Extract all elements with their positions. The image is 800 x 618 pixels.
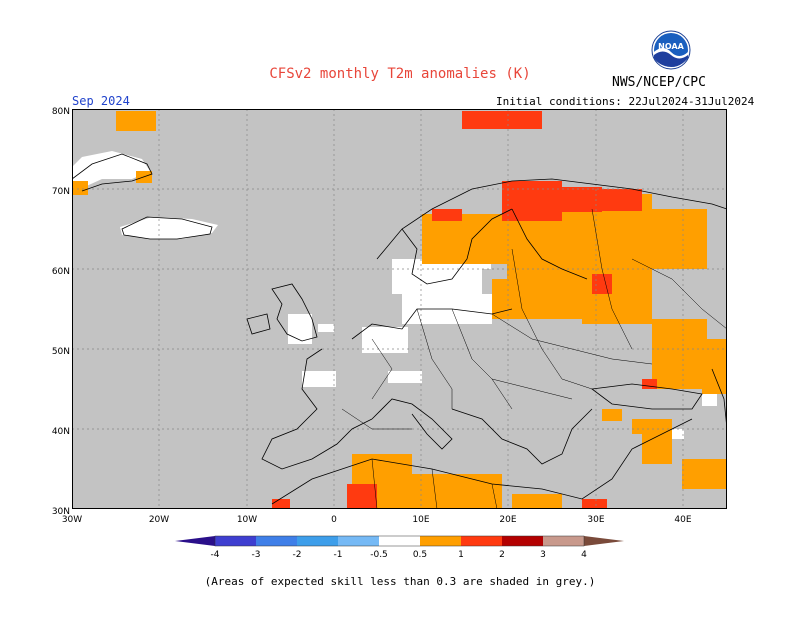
map-frame: [72, 109, 727, 509]
colorbar-swatch: [256, 536, 297, 546]
colorbar-swatch: [461, 536, 502, 546]
sinai-patch: [582, 499, 607, 509]
colorbar-label: -3: [252, 550, 261, 560]
lapland-patch: [502, 181, 562, 221]
lat-label-30n: 30N: [52, 507, 70, 517]
svalbard-patch: [462, 111, 542, 129]
libya-patch: [412, 474, 502, 509]
lon-label-20w: 20W: [149, 515, 169, 525]
lon-label-40e: 40E: [674, 515, 691, 525]
anomaly-map: [72, 109, 727, 509]
map-title: CFSv2 monthly T2m anomalies (K): [269, 66, 531, 82]
north-russia-patch: [632, 209, 707, 269]
scandinavia-patch: [422, 214, 512, 264]
colorbar-label: -0.5: [370, 550, 388, 560]
turkey-patch: [672, 429, 684, 439]
lon-label-20e: 20E: [499, 515, 516, 525]
north-coast: [376, 178, 727, 260]
colorbar-label: -1: [334, 550, 343, 560]
northsea-patch: [318, 324, 334, 332]
lon-label-30e: 30E: [587, 515, 604, 525]
greenland-coast: [72, 153, 153, 192]
iran-patch: [682, 459, 727, 489]
black-sea-coast: [590, 383, 703, 410]
gulf-bothnia-coast: [511, 208, 588, 280]
colorbar-label: 2: [499, 550, 505, 560]
italy-coast: [371, 398, 453, 450]
kola-patch: [562, 187, 602, 212]
lon-label-10w: 10W: [237, 515, 257, 525]
near-normal-regions: [72, 151, 717, 439]
country-borders: [341, 208, 727, 509]
egypt-patch: [512, 494, 562, 509]
caucasus-patch: [702, 394, 717, 406]
warm-anomaly-regions: [72, 111, 727, 509]
lon-label-10e: 10E: [412, 515, 429, 525]
lowlands-patch: [362, 327, 408, 353]
colorbar-label: -4: [211, 550, 220, 560]
colorbar-swatch: [543, 536, 584, 546]
lon-label-30w: 30W: [62, 515, 82, 525]
ireland-coast: [246, 313, 271, 335]
colorbar-label: 3: [540, 550, 546, 560]
alps-patch: [388, 371, 422, 383]
east-greenland-patch: [72, 181, 88, 195]
logo-text: NOAA: [658, 42, 684, 51]
lat-label-60n: 60N: [52, 267, 70, 277]
baltics-patch: [492, 279, 592, 319]
colorbar-swatch: [379, 536, 420, 546]
colorbar-label: 4: [581, 550, 587, 560]
n-atlantic-patch: [116, 111, 156, 131]
latitude-axis: 80N 70N 60N 50N 40N 30N: [52, 107, 70, 517]
iceland-coast: [121, 216, 213, 240]
lat-label-50n: 50N: [52, 347, 70, 357]
scandinavia-coast: [401, 208, 513, 285]
colorbar-low-triangle: [175, 536, 215, 546]
initial-conditions-label: Initial conditions: 22Jul2024-31Jul2024: [496, 95, 755, 108]
colorbar: -4 -3 -2 -1 -0.5 0.5 1 2 3 4: [175, 535, 624, 560]
colorbar-swatch: [502, 536, 543, 546]
france-patch: [302, 371, 336, 387]
levant-patch: [642, 434, 672, 464]
lon-label-0: 0: [331, 515, 337, 525]
coastlines: [72, 153, 727, 505]
caspian-patch: [702, 339, 727, 394]
colorbar-high-triangle: [584, 536, 624, 546]
balkans-coast: [451, 408, 593, 465]
colorbar-label: 0.5: [413, 550, 427, 560]
colorbar-swatch: [297, 536, 338, 546]
white-sea-patch: [602, 189, 642, 211]
colorbar-frame: [214, 535, 585, 547]
iberia-coast: [261, 348, 373, 470]
skill-footnote: (Areas of expected skill less than 0.3 a…: [204, 575, 596, 588]
longitude-axis: 30W 20W 10W 0 10E 20E 30E 40E: [62, 515, 692, 525]
hot-anomaly-regions: [272, 111, 657, 509]
iceland-patch: [120, 217, 218, 239]
noaa-logo-icon: NOAA: [651, 30, 691, 70]
graticule: [72, 109, 727, 509]
sahara-patch: [347, 484, 377, 509]
agency-label: NWS/NCEP/CPC: [612, 75, 706, 90]
colorbar-swatch: [215, 536, 256, 546]
greenland-patch: [72, 151, 150, 189]
lat-label-80n: 80N: [52, 107, 70, 117]
lat-label-70n: 70N: [52, 187, 70, 197]
estonia-patch: [592, 274, 612, 294]
aegean-patch: [602, 409, 622, 421]
lat-label-40n: 40N: [52, 427, 70, 437]
valid-month-label: Sep 2024: [72, 94, 130, 108]
colorbar-label: -2: [293, 550, 302, 560]
colorbar-swatch: [338, 536, 379, 546]
britain-coast: [271, 283, 318, 342]
morocco-patch: [272, 499, 290, 509]
anatolia-patch: [632, 419, 672, 434]
norway-coast-patch: [432, 209, 462, 221]
colorbar-label: 1: [458, 550, 464, 560]
south-russia-patch: [652, 319, 707, 389]
volga-patch: [642, 379, 657, 389]
north-africa-coast: [271, 418, 693, 505]
colorbar-swatch: [420, 536, 461, 546]
